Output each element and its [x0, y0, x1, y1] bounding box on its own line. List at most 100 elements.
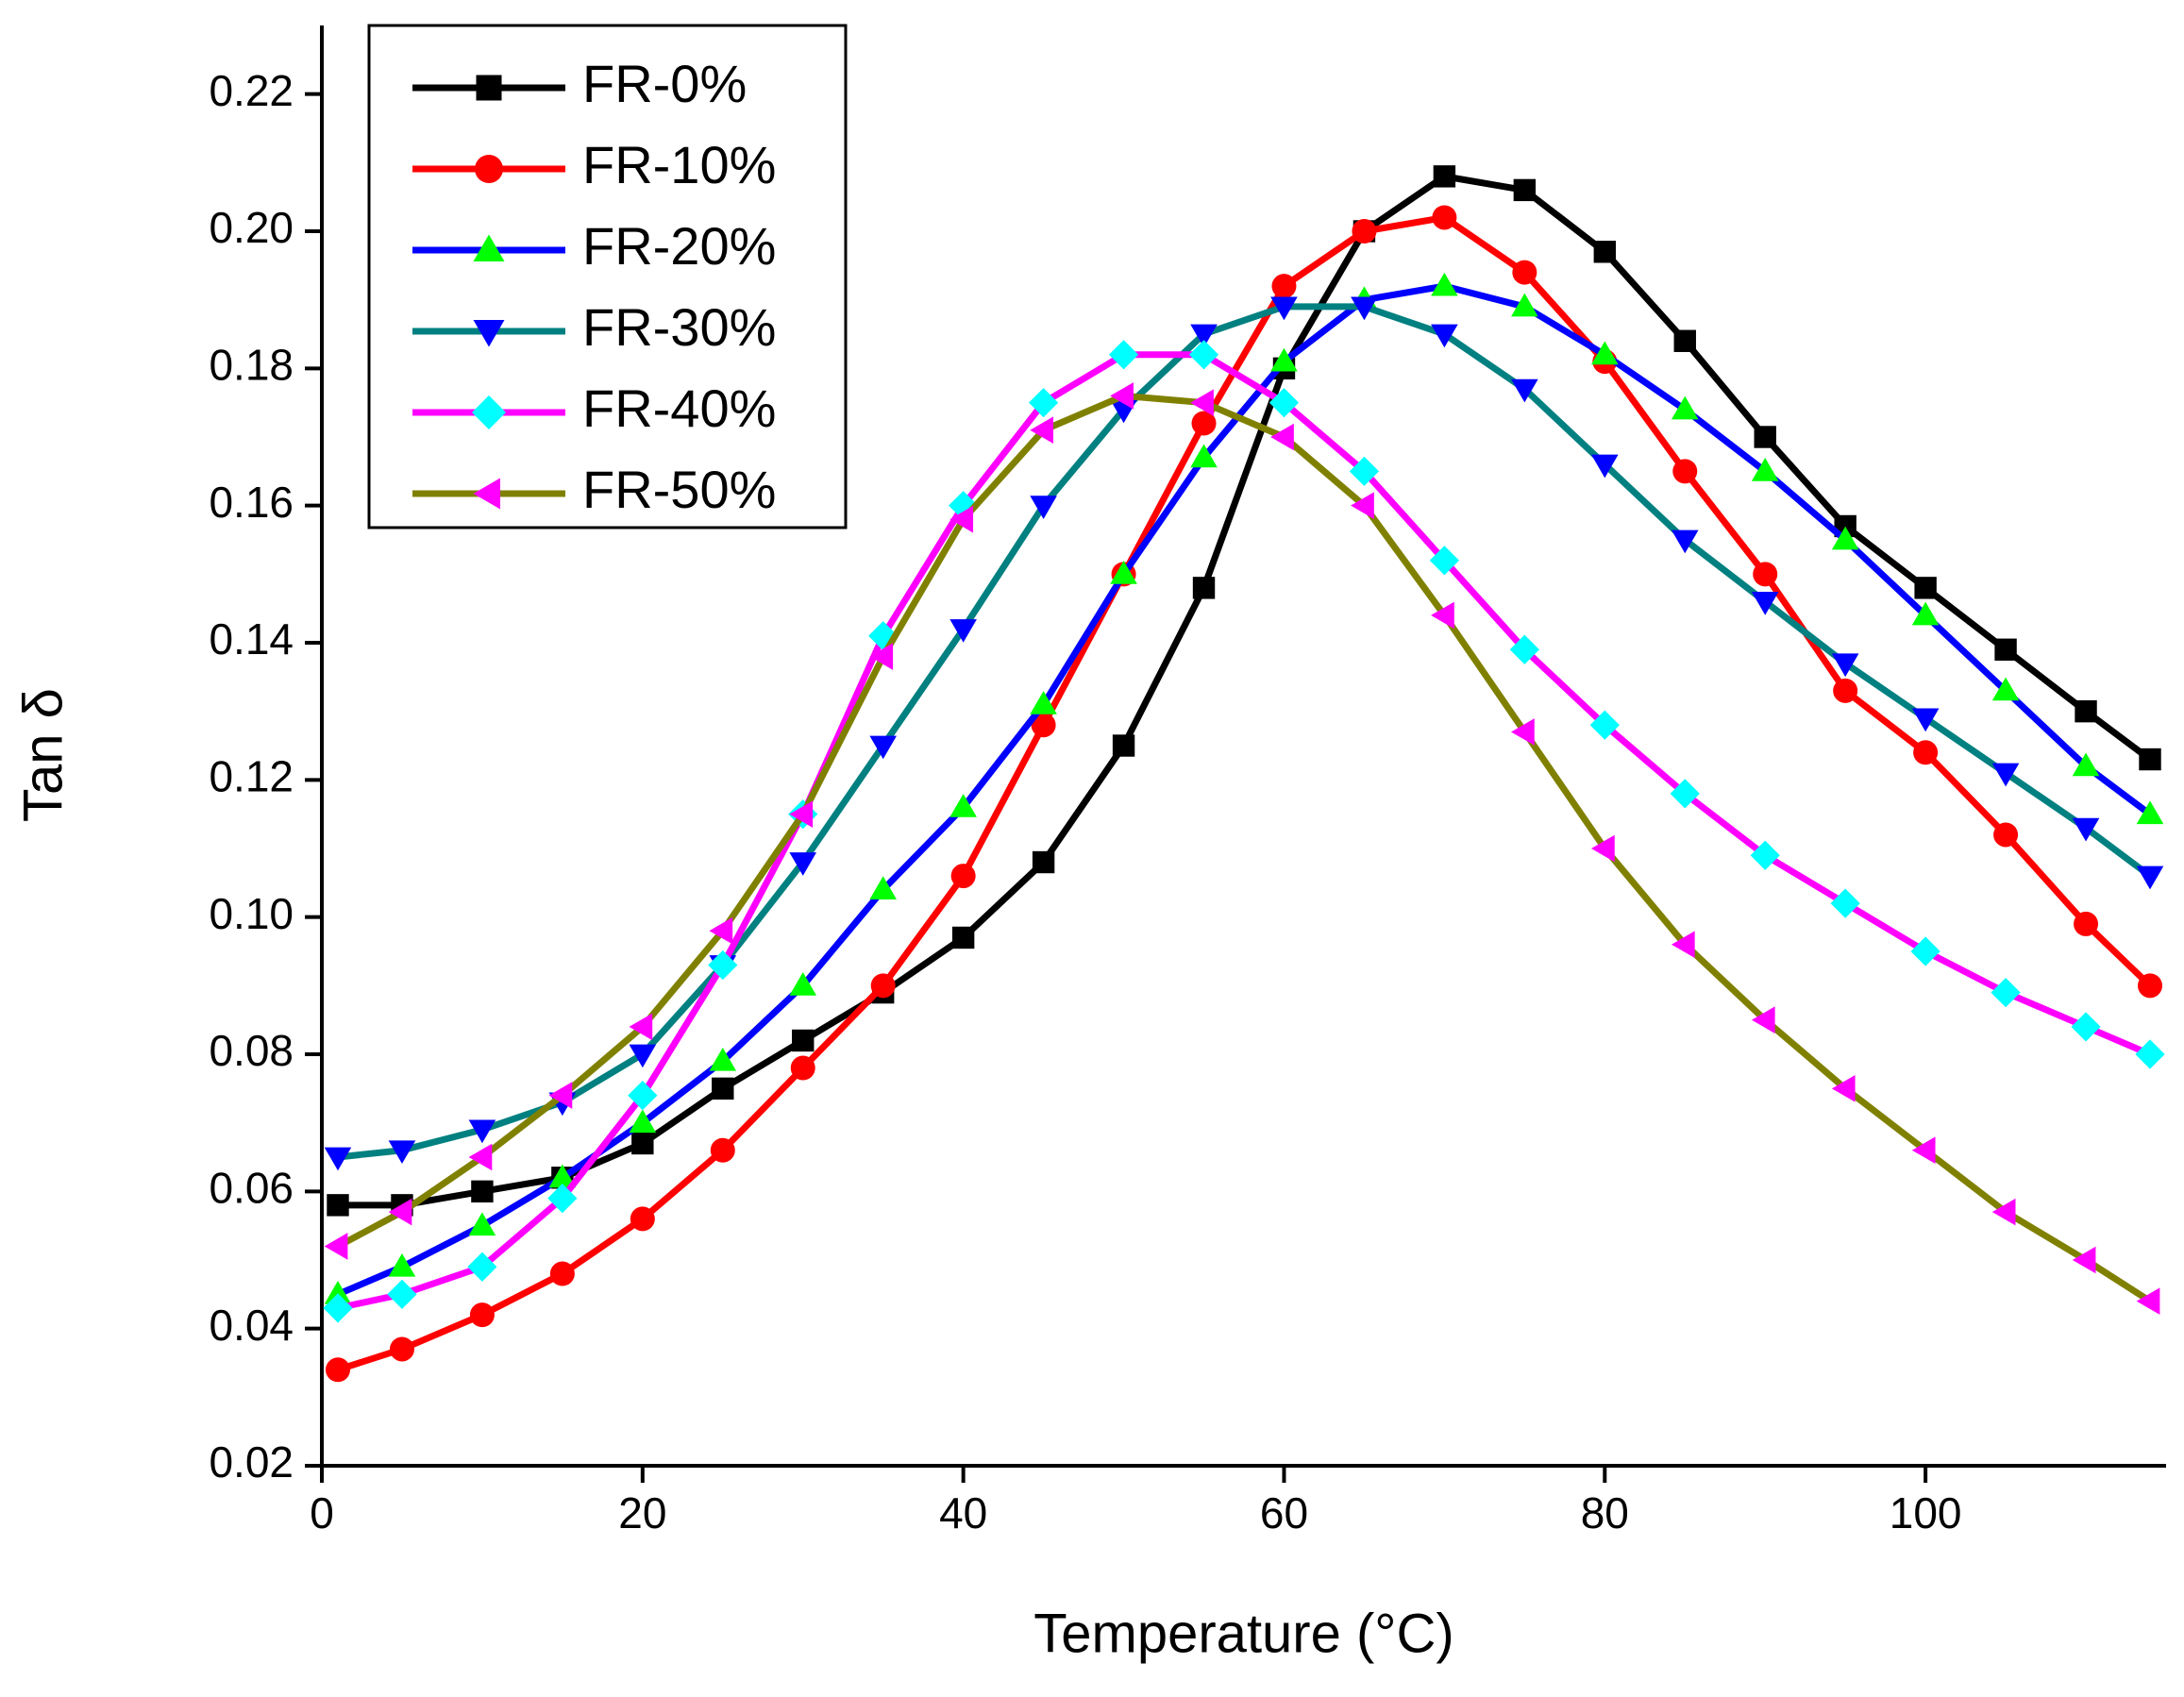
- data-point: [467, 1252, 497, 1282]
- series-line: [337, 303, 2153, 1161]
- data-point: [2135, 1039, 2165, 1069]
- data-point: [1192, 577, 1216, 599]
- data-point: [388, 1252, 416, 1277]
- series-line: [336, 392, 2152, 1304]
- data-point: [323, 1293, 353, 1323]
- data-point: [1673, 329, 1696, 352]
- data-point: [468, 1143, 493, 1171]
- data-point: [869, 735, 897, 760]
- data-point: [1589, 710, 1620, 740]
- legend-marker: [473, 320, 505, 347]
- data-point: [1030, 496, 1057, 519]
- data-point: [1110, 382, 1134, 410]
- data-point: [1994, 638, 2017, 661]
- data-point: [1432, 205, 1457, 230]
- data-point: [1433, 165, 1456, 188]
- data-point: [1991, 978, 2021, 1008]
- x-tick-label: 100: [1890, 1488, 1962, 1537]
- data-point: [2071, 1012, 2101, 1042]
- data-point: [324, 1233, 348, 1260]
- data-point: [1429, 546, 1459, 576]
- data-point: [1270, 423, 1294, 451]
- data-point: [712, 1077, 734, 1101]
- data-point: [471, 1180, 494, 1203]
- x-tick-label: 80: [1581, 1488, 1629, 1537]
- legend-marker: [473, 478, 500, 510]
- data-point: [1751, 1006, 1775, 1033]
- data-point: [949, 505, 974, 533]
- data-point: [708, 949, 738, 981]
- series-line: [337, 173, 2153, 1209]
- legend-marker: [472, 395, 506, 429]
- legend-marker: [476, 75, 502, 101]
- data-point: [1833, 678, 1858, 703]
- data-point: [950, 864, 976, 889]
- data-point: [789, 972, 817, 996]
- data-point: [1509, 634, 1539, 664]
- data-point: [628, 1081, 658, 1111]
- data-point: [1913, 740, 1939, 765]
- data-point: [1591, 454, 1619, 479]
- data-point: [1270, 296, 1298, 321]
- data-point: [951, 926, 975, 949]
- legend-marker: [473, 234, 505, 261]
- data-point: [1349, 456, 1380, 486]
- data-point: [1191, 411, 1217, 436]
- data-point: [468, 1212, 496, 1236]
- data-point: [324, 1281, 352, 1304]
- data-point: [870, 973, 896, 999]
- data-point: [789, 852, 817, 876]
- data-point: [1431, 601, 1454, 630]
- data-point: [1991, 677, 2020, 701]
- data-point: [1753, 562, 1778, 587]
- data-point: [2072, 752, 2100, 777]
- x-tick-label: 40: [939, 1488, 987, 1537]
- series-line: [337, 351, 2152, 1312]
- legend-box: [367, 24, 848, 529]
- data-point: [388, 1140, 416, 1165]
- data-point: [630, 1206, 655, 1232]
- data-point: [547, 1184, 578, 1214]
- data-point: [1991, 1198, 2016, 1226]
- x-tick-label: 20: [618, 1488, 666, 1537]
- data-point: [1593, 241, 1617, 263]
- legend-label: FR-0%: [582, 54, 747, 113]
- y-tick-label: 0.06: [209, 1163, 294, 1212]
- data-point: [1031, 713, 1056, 738]
- data-point: [1108, 340, 1139, 370]
- data-point: [2075, 699, 2097, 723]
- data-point: [631, 1132, 654, 1155]
- y-tick-label: 0.18: [209, 340, 294, 389]
- data-point: [2072, 1246, 2096, 1274]
- data-point: [709, 916, 733, 945]
- data-point: [1672, 459, 1698, 484]
- data-point: [2136, 1287, 2160, 1315]
- data-point: [949, 794, 977, 817]
- data-point: [1188, 340, 1219, 370]
- data-point: [1830, 888, 1860, 918]
- y-tick-label: 0.10: [209, 889, 294, 938]
- data-point: [1914, 577, 1937, 599]
- data-point: [1270, 347, 1298, 372]
- data-point: [1910, 936, 1940, 966]
- data-point: [1032, 850, 1055, 874]
- data-point: [2138, 973, 2163, 999]
- data-point: [1511, 718, 1535, 746]
- data-point: [1030, 416, 1054, 445]
- series-line: [336, 282, 2153, 1298]
- data-point: [2136, 800, 2164, 825]
- data-point: [790, 1055, 815, 1081]
- data-point: [792, 1029, 815, 1052]
- data-point: [1750, 840, 1780, 870]
- x-tick-label: 0: [310, 1488, 334, 1537]
- data-point: [1190, 444, 1218, 468]
- legend-label: FR-50%: [582, 460, 776, 519]
- data-point: [789, 800, 814, 828]
- legend-label: FR-30%: [582, 297, 776, 357]
- data-point: [2074, 911, 2099, 936]
- data-point: [1671, 529, 1699, 554]
- data-point: [1751, 458, 1779, 481]
- data-point: [1511, 378, 1538, 403]
- data-point: [468, 1119, 496, 1144]
